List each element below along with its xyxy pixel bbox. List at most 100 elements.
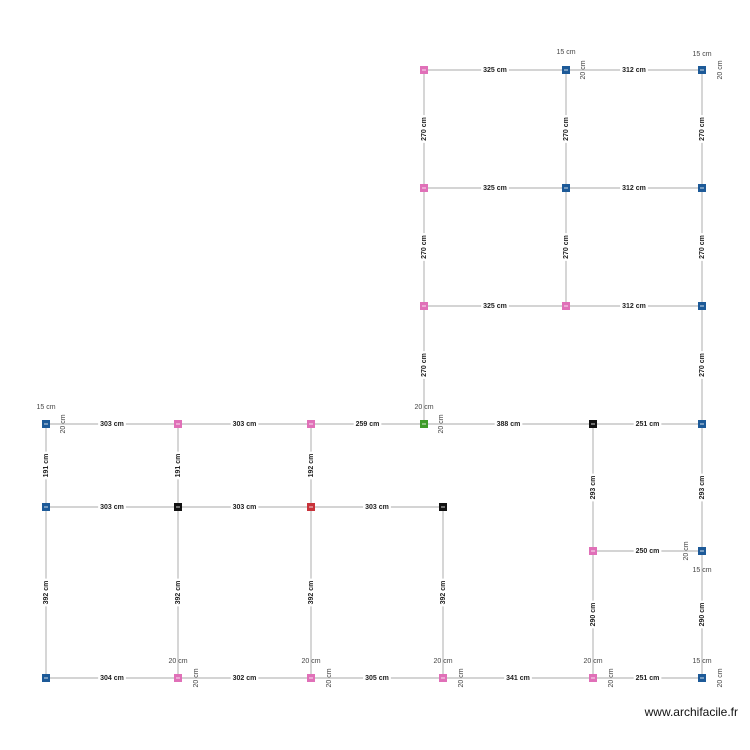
dimension: 191 cm xyxy=(174,451,182,480)
dimension: 192 cm xyxy=(307,451,315,480)
dimension-label: 325 cm xyxy=(483,67,507,74)
dimension: 302 cm xyxy=(230,674,259,682)
dimension: 191 cm xyxy=(42,451,50,480)
post-size: 15 cm xyxy=(692,658,711,665)
dimension: 388 cm xyxy=(494,420,523,428)
label-bg xyxy=(481,302,509,310)
dimension-label: 192 cm xyxy=(308,454,315,478)
label-bg xyxy=(698,600,706,629)
dimension: 250 cm xyxy=(633,547,662,555)
dimension-label: 392 cm xyxy=(43,581,50,605)
dimension: 290 cm xyxy=(698,600,706,629)
dimension: 304 cm xyxy=(98,674,126,682)
label-bg xyxy=(481,66,509,74)
dimension-label: 312 cm xyxy=(622,67,646,74)
post-size: 20 cm xyxy=(683,541,690,560)
dimension-label: 290 cm xyxy=(590,603,597,627)
label-bg xyxy=(353,420,382,428)
dimension-label: 293 cm xyxy=(699,476,706,500)
dimension-label: 259 cm xyxy=(356,421,380,428)
dimension-label: 392 cm xyxy=(440,581,447,605)
post-size: 20 cm xyxy=(438,414,445,433)
dimension-label: 191 cm xyxy=(43,454,50,478)
dimension: 270 cm xyxy=(698,233,706,261)
dimension-label: 270 cm xyxy=(699,235,706,259)
dimension-label: 312 cm xyxy=(622,185,646,192)
dimension-label: 341 cm xyxy=(506,675,530,682)
dimension-label: 251 cm xyxy=(636,421,660,428)
label-bg xyxy=(633,420,662,428)
dimension: 392 cm xyxy=(174,578,182,607)
dimension: 270 cm xyxy=(562,115,570,143)
dimension: 259 cm xyxy=(353,420,382,428)
post-size: 20 cm xyxy=(717,668,724,687)
dimension: 293 cm xyxy=(589,473,597,502)
post-size: 15 cm xyxy=(692,567,711,574)
dimension-label: 270 cm xyxy=(563,117,570,141)
label-bg xyxy=(42,451,50,480)
dimension-label: 250 cm xyxy=(636,548,660,555)
dimension-label: 303 cm xyxy=(100,421,124,428)
dimension-label: 305 cm xyxy=(365,675,389,682)
dimension-label: 251 cm xyxy=(636,675,660,682)
label-bg xyxy=(633,547,662,555)
dimension-label: 392 cm xyxy=(308,581,315,605)
label-bg xyxy=(562,115,570,143)
label-bg xyxy=(481,184,509,192)
label-bg xyxy=(307,578,315,607)
dimension: 303 cm xyxy=(230,420,259,428)
dimension: 270 cm xyxy=(420,233,428,261)
dimension: 251 cm xyxy=(633,674,662,682)
post-size: 20 cm xyxy=(580,60,587,79)
label-bg xyxy=(98,503,126,511)
label-bg xyxy=(420,351,428,379)
dimension-label: 312 cm xyxy=(622,303,646,310)
dimension-label: 388 cm xyxy=(497,421,521,428)
post-size: 20 cm xyxy=(168,658,187,665)
label-bg xyxy=(230,503,259,511)
label-bg xyxy=(698,233,706,261)
post-size: 20 cm xyxy=(458,668,465,687)
post-size: 20 cm xyxy=(717,60,724,79)
label-bg xyxy=(363,674,391,682)
dimension-label: 270 cm xyxy=(699,353,706,377)
post-size: 20 cm xyxy=(583,658,602,665)
dimension-label: 270 cm xyxy=(421,117,428,141)
label-bg xyxy=(698,351,706,379)
label-bg xyxy=(589,473,597,502)
post-size: 20 cm xyxy=(193,668,200,687)
dimension: 312 cm xyxy=(620,302,648,310)
label-bg xyxy=(98,674,126,682)
dimension-label: 303 cm xyxy=(100,504,124,511)
label-bg xyxy=(307,451,315,480)
dimension: 270 cm xyxy=(420,351,428,379)
dimension: 290 cm xyxy=(589,600,597,629)
dimension-label: 325 cm xyxy=(483,303,507,310)
dimension: 270 cm xyxy=(698,351,706,379)
label-bg xyxy=(230,674,259,682)
label-bg xyxy=(439,578,447,607)
post-size: 20 cm xyxy=(301,658,320,665)
dimension-label: 270 cm xyxy=(563,235,570,259)
dimension: 270 cm xyxy=(562,233,570,261)
label-bg xyxy=(420,115,428,143)
dimension: 303 cm xyxy=(98,503,126,511)
dimension-label: 191 cm xyxy=(175,454,182,478)
dimension: 303 cm xyxy=(230,503,259,511)
dimension: 312 cm xyxy=(620,184,648,192)
dimension: 270 cm xyxy=(420,115,428,143)
dimension: 325 cm xyxy=(481,184,509,192)
dimension-label: 303 cm xyxy=(233,504,257,511)
post-size: 20 cm xyxy=(608,668,615,687)
label-bg xyxy=(504,674,532,682)
dimension: 392 cm xyxy=(439,578,447,607)
dimension: 270 cm xyxy=(698,115,706,143)
dimension-label: 392 cm xyxy=(175,581,182,605)
dimension: 325 cm xyxy=(481,302,509,310)
dimension: 341 cm xyxy=(504,674,532,682)
post-size: 20 cm xyxy=(326,668,333,687)
post-size: 15 cm xyxy=(692,51,711,58)
dimension: 293 cm xyxy=(698,473,706,502)
